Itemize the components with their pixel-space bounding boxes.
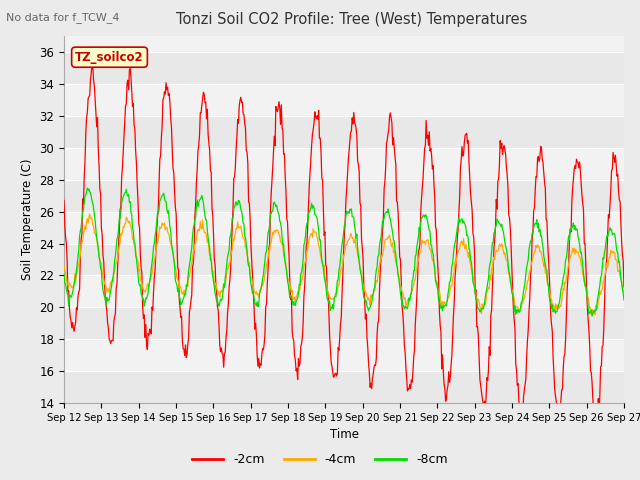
Bar: [64, 20, 624, 52]
Bar: [64, 276, 624, 307]
Bar: [64, 180, 624, 212]
Bar: [64, 371, 624, 403]
Y-axis label: Soil Temperature (C): Soil Temperature (C): [20, 159, 34, 280]
Bar: [64, 116, 624, 148]
Bar: [64, 212, 624, 243]
Bar: [64, 307, 624, 339]
Text: No data for f_TCW_4: No data for f_TCW_4: [6, 12, 120, 23]
Bar: [64, 148, 624, 180]
Bar: [64, 84, 624, 116]
Text: TZ_soilco2: TZ_soilco2: [76, 51, 144, 64]
Bar: [64, 52, 624, 84]
Bar: [64, 243, 624, 276]
Text: Tonzi Soil CO2 Profile: Tree (West) Temperatures: Tonzi Soil CO2 Profile: Tree (West) Temp…: [176, 12, 528, 27]
Bar: [64, 339, 624, 371]
Legend: -2cm, -4cm, -8cm: -2cm, -4cm, -8cm: [187, 448, 453, 471]
X-axis label: Time: Time: [330, 429, 358, 442]
